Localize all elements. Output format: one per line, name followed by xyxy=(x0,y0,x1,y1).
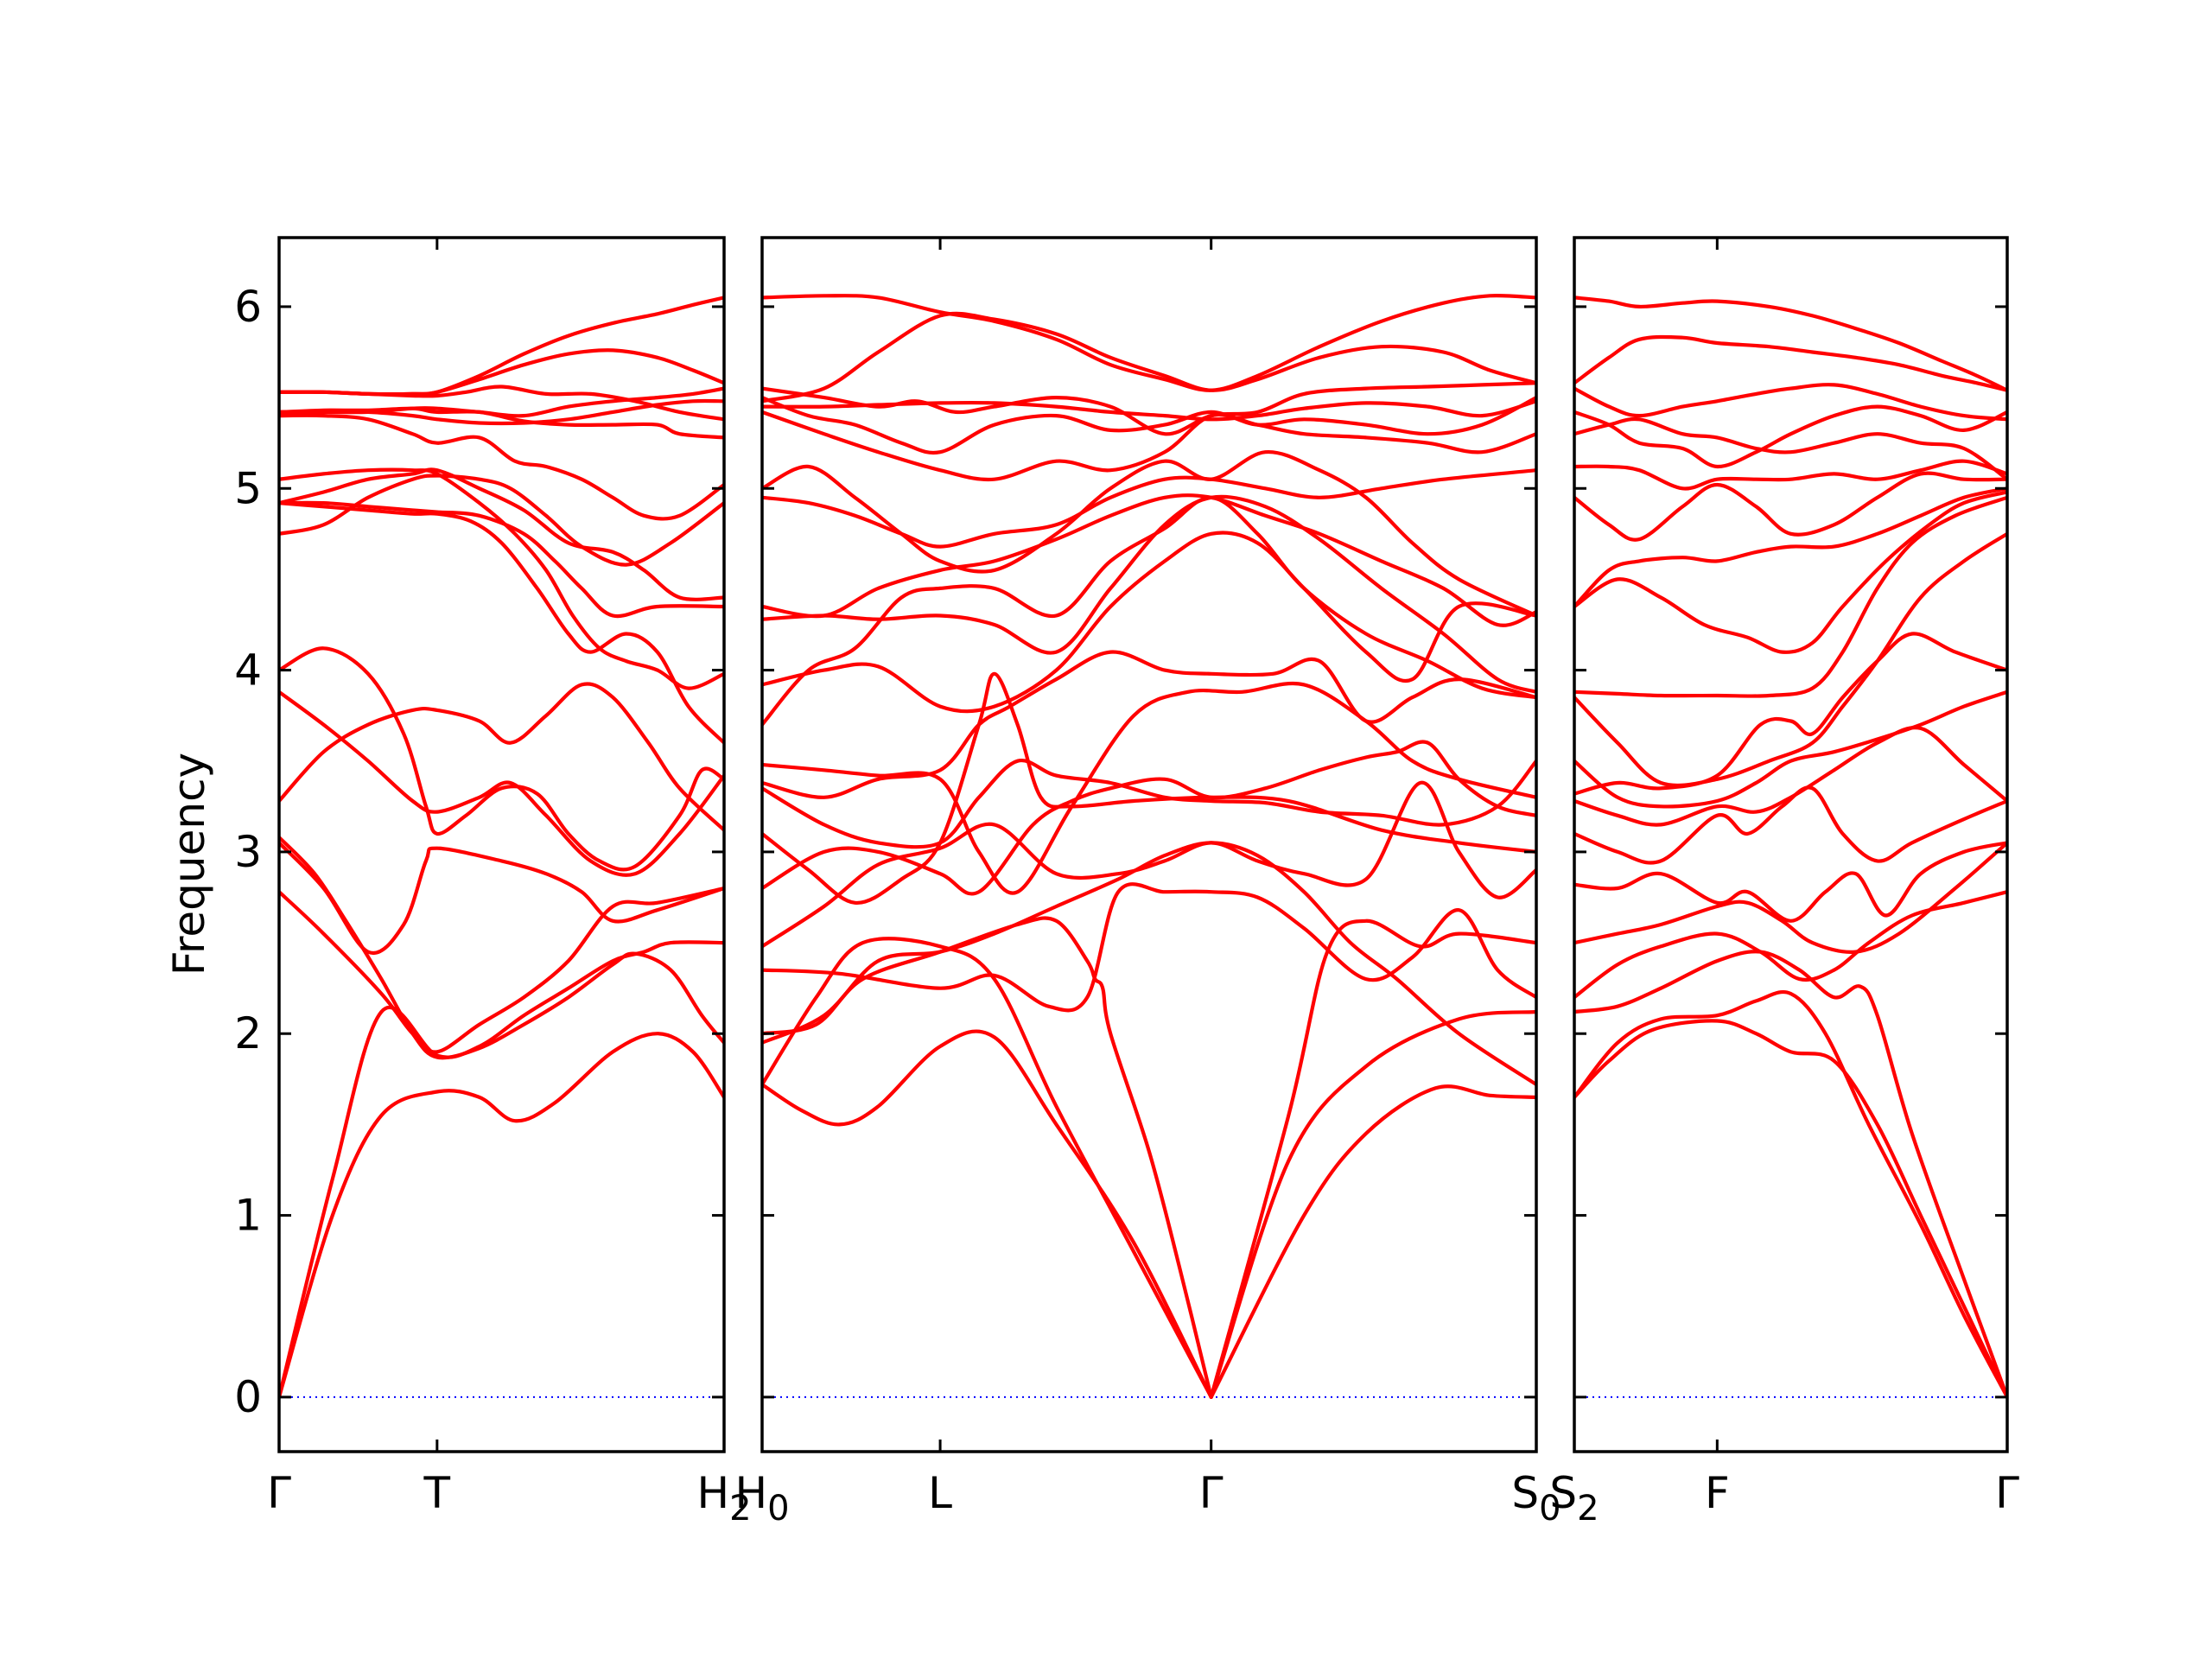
band-line xyxy=(762,681,1536,895)
band-line xyxy=(762,1029,1213,1399)
x-tick-label: Γ xyxy=(1199,1468,1224,1518)
band-lines xyxy=(279,296,724,1399)
band-line xyxy=(279,886,724,1054)
y-tick-label: 4 xyxy=(234,645,262,696)
band-line xyxy=(1574,841,2007,954)
band-line xyxy=(762,293,1536,392)
band-line xyxy=(762,494,1536,694)
y-tick-labels: 0 1 2 3 4 5 6 xyxy=(234,282,262,1422)
panel-1: Γ T H2 xyxy=(267,236,752,1529)
band-line xyxy=(279,646,724,872)
band-line xyxy=(762,410,1536,482)
band-line xyxy=(762,381,1536,436)
band-line xyxy=(279,501,724,745)
band-line xyxy=(279,296,724,397)
band-line xyxy=(1209,918,1536,1399)
band-line xyxy=(1574,404,2007,469)
x-tick-label: T xyxy=(423,1468,451,1518)
band-line xyxy=(762,468,1536,549)
band-line xyxy=(1574,490,2007,654)
band-lines xyxy=(762,293,1536,1399)
band-line xyxy=(762,758,1536,849)
band-line xyxy=(1209,1009,1536,1399)
panel-frame xyxy=(1573,236,2009,1453)
band-line xyxy=(762,311,1536,404)
band-line xyxy=(1574,890,2007,1000)
band-line xyxy=(279,413,724,521)
band-line xyxy=(1574,383,2007,422)
panel-2: H0 L Γ S0 xyxy=(734,236,1561,1529)
band-line xyxy=(1574,950,2007,1399)
panel-frame xyxy=(760,236,1538,1453)
panel-frame xyxy=(277,236,726,1453)
band-line xyxy=(762,399,1536,422)
band-line xyxy=(1574,296,2007,392)
y-tick-label: 5 xyxy=(234,463,262,513)
band-lines xyxy=(1574,296,2007,1399)
panel-3: S2 F Γ xyxy=(1549,236,2019,1529)
band-line xyxy=(762,882,1536,1013)
band-line xyxy=(762,841,1536,1087)
y-axis-label: Frequency xyxy=(164,753,214,976)
band-line xyxy=(1574,495,2007,698)
band-line xyxy=(1574,486,2007,609)
band-line xyxy=(1574,690,2007,809)
band-line xyxy=(1574,841,2007,923)
band-line xyxy=(762,531,1536,714)
band-line xyxy=(762,671,1536,905)
band-line xyxy=(762,937,1213,1399)
band-line xyxy=(279,690,724,877)
band-line xyxy=(1574,531,2007,788)
band-line xyxy=(1574,725,2007,827)
band-line xyxy=(1574,989,2007,1399)
x-tick-label: F xyxy=(1705,1468,1730,1518)
x-tick-label: L xyxy=(928,1468,952,1518)
band-line xyxy=(762,396,1536,455)
band-line xyxy=(279,500,724,619)
band-line xyxy=(762,495,1536,727)
y-tick-label: 6 xyxy=(234,282,262,332)
band-line xyxy=(1574,471,2007,542)
band-line xyxy=(1574,459,2007,491)
x-tick-label: Γ xyxy=(267,1468,291,1518)
band-line xyxy=(1574,416,2007,481)
band-line xyxy=(279,467,724,690)
band-line xyxy=(279,682,724,832)
band-line xyxy=(1574,334,2007,392)
band-line xyxy=(279,1032,724,1399)
band-line xyxy=(1574,1019,2007,1399)
band-line xyxy=(762,450,1536,618)
band-line xyxy=(762,650,1536,799)
y-tick-label: 2 xyxy=(234,1008,262,1058)
band-line xyxy=(762,780,1536,949)
band-line xyxy=(762,493,1536,627)
band-line xyxy=(279,467,724,601)
x-tick-label: Γ xyxy=(1995,1468,2019,1518)
band-line xyxy=(762,916,1213,1399)
band-line xyxy=(279,386,724,418)
band-line xyxy=(1574,632,2007,796)
band-line xyxy=(1209,1084,1536,1399)
y-tick-label: 0 xyxy=(234,1372,262,1422)
band-line xyxy=(279,841,724,956)
y-tick-label: 1 xyxy=(234,1191,262,1241)
y-tick-label: 3 xyxy=(234,827,262,877)
